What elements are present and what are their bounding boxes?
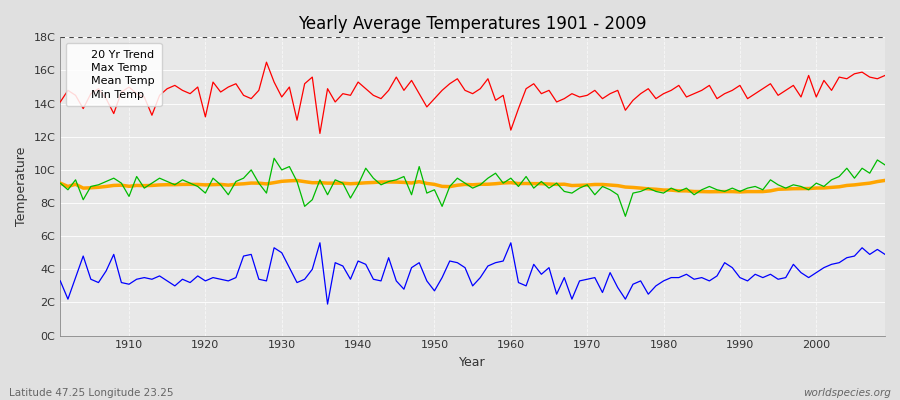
Max Temp <box>292 118 302 122</box>
Max Temp <box>612 88 623 93</box>
20 Yr Trend <box>506 180 517 185</box>
Line: Min Temp: Min Temp <box>60 243 885 304</box>
Y-axis label: Temperature: Temperature <box>15 147 28 226</box>
Max Temp <box>55 100 66 104</box>
Mean Temp <box>605 187 616 192</box>
Min Temp <box>284 265 295 270</box>
Mean Temp <box>620 214 631 219</box>
Title: Yearly Average Temperatures 1901 - 2009: Yearly Average Temperatures 1901 - 2009 <box>299 15 647 33</box>
Mean Temp <box>269 156 280 161</box>
Line: 20 Yr Trend: 20 Yr Trend <box>60 180 885 192</box>
20 Yr Trend <box>284 178 295 183</box>
Text: worldspecies.org: worldspecies.org <box>803 388 891 398</box>
20 Yr Trend <box>734 190 745 194</box>
Mean Temp <box>55 181 66 186</box>
Min Temp <box>55 278 66 283</box>
Legend: 20 Yr Trend, Max Temp, Mean Temp, Min Temp: 20 Yr Trend, Max Temp, Mean Temp, Min Te… <box>66 43 162 106</box>
20 Yr Trend <box>116 183 127 188</box>
20 Yr Trend <box>329 181 340 186</box>
Max Temp <box>261 60 272 64</box>
20 Yr Trend <box>879 178 890 183</box>
Mean Temp <box>506 176 517 180</box>
Max Temp <box>314 131 325 136</box>
Max Temp <box>521 86 532 91</box>
Min Temp <box>513 280 524 285</box>
Min Temp <box>879 252 890 257</box>
Max Temp <box>116 90 127 94</box>
20 Yr Trend <box>55 181 66 186</box>
Min Temp <box>116 280 127 285</box>
Mean Temp <box>292 179 302 184</box>
Mean Temp <box>338 181 348 186</box>
Min Temp <box>314 240 325 245</box>
Line: Mean Temp: Mean Temp <box>60 158 885 216</box>
Min Temp <box>612 285 623 290</box>
Max Temp <box>513 106 524 111</box>
X-axis label: Year: Year <box>459 356 486 369</box>
Mean Temp <box>879 162 890 167</box>
20 Yr Trend <box>498 180 508 185</box>
Line: Max Temp: Max Temp <box>60 62 885 134</box>
Max Temp <box>879 73 890 78</box>
Text: Latitude 47.25 Longitude 23.25: Latitude 47.25 Longitude 23.25 <box>9 388 174 398</box>
Min Temp <box>521 284 532 288</box>
Mean Temp <box>513 184 524 189</box>
Min Temp <box>345 277 356 282</box>
Mean Temp <box>116 181 127 186</box>
20 Yr Trend <box>597 182 608 187</box>
Min Temp <box>322 302 333 306</box>
Max Temp <box>345 93 356 98</box>
